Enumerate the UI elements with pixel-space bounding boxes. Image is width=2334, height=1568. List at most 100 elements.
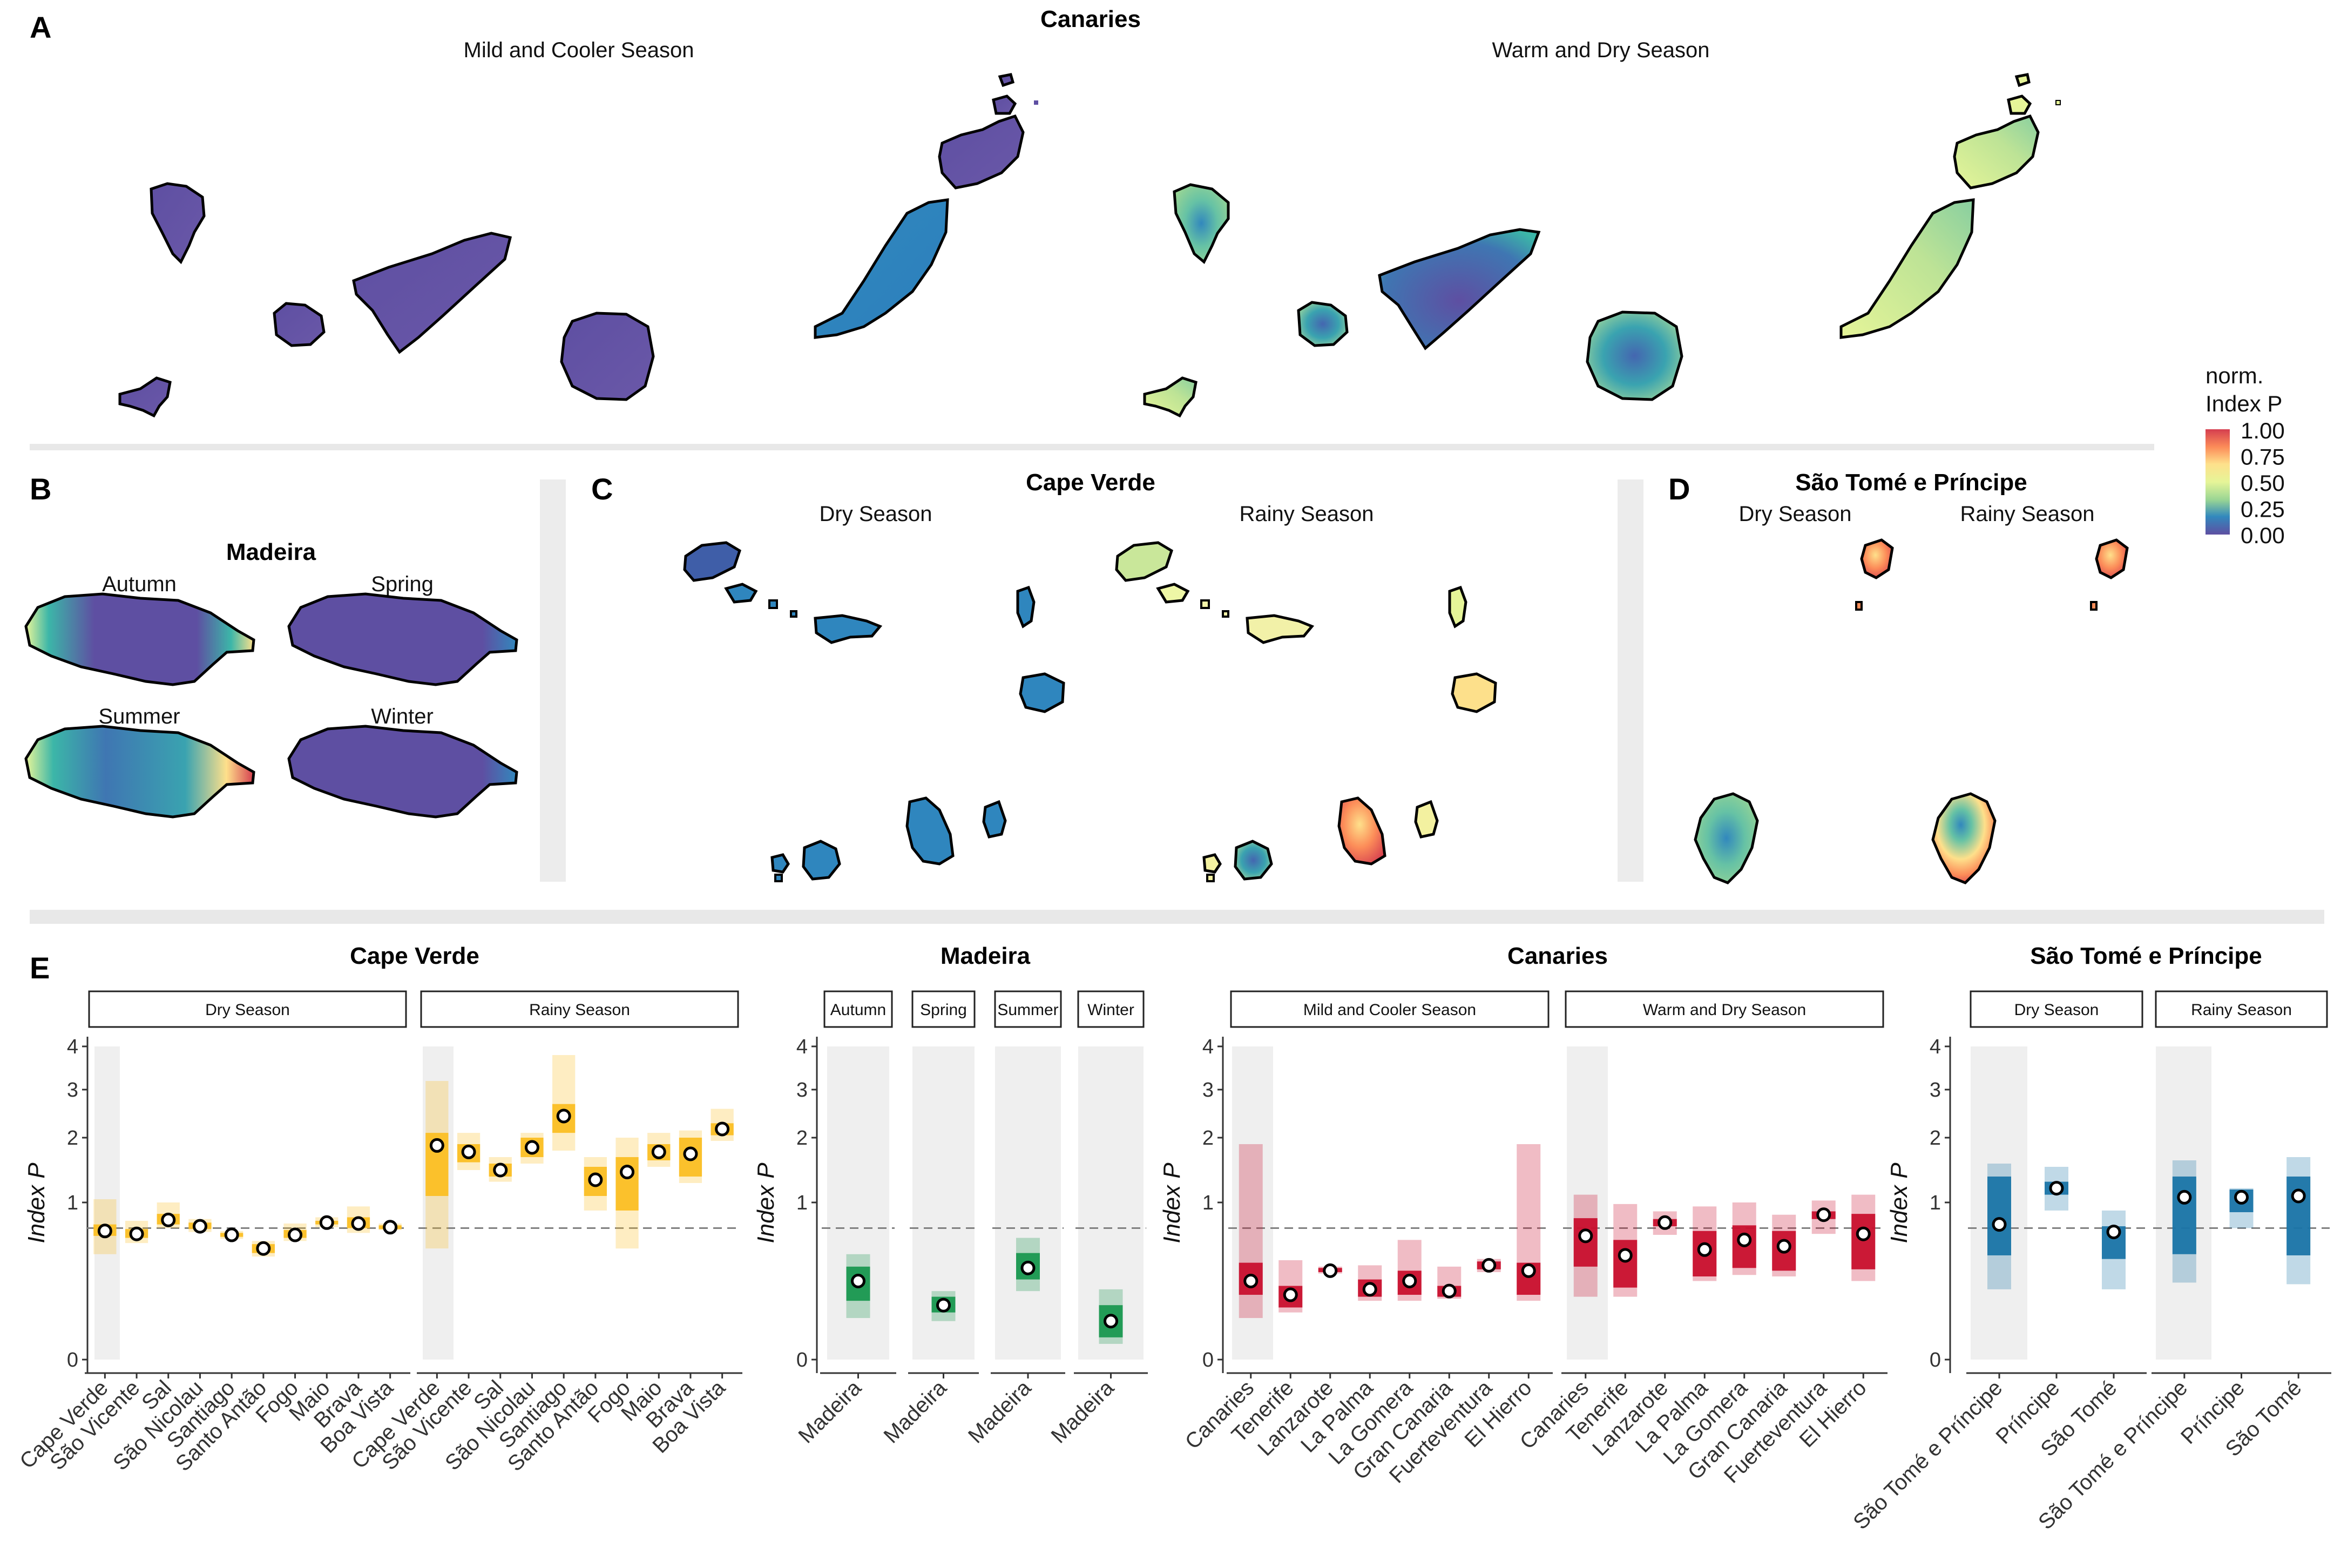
facet: Mild and Cooler SeasonCanariesTenerifeLa… <box>1181 990 1553 1488</box>
panel-label-e: E <box>30 951 50 985</box>
facet-strip-label: Rainy Season <box>529 1001 630 1019</box>
median-point <box>524 1140 539 1155</box>
median-point <box>351 1216 366 1231</box>
median-point <box>1481 1258 1497 1273</box>
facet-strip-label: Mild and Cooler Season <box>1303 1001 1476 1019</box>
legend-label: 0.50 <box>2241 470 2285 496</box>
x-tick-label: Madeira <box>1047 1376 1119 1448</box>
island-sao-vicente-rainy <box>1156 583 1190 604</box>
legend-label: 1.00 <box>2241 418 2285 443</box>
island-alegranza <box>998 73 1015 87</box>
islet-bom-bom-dry <box>1855 601 1863 611</box>
madeira-summer-label: Summer <box>98 705 180 728</box>
median-point <box>1737 1232 1752 1247</box>
island-tenerife-warm <box>1378 228 1541 350</box>
boxplot-madeira: Madeira Index P 0 1 2 3 4 Autumn Madeira Spring Ma… <box>753 943 1148 1448</box>
x-tick-label: Madeira <box>794 1376 867 1448</box>
island-santo-antao-rainy <box>1115 541 1174 582</box>
median-point <box>936 1297 951 1313</box>
facet-strip-label: Warm and Dry Season <box>1643 1001 1806 1019</box>
madeira-autumn-label: Autumn <box>102 572 177 596</box>
legend-label: 0.00 <box>2241 523 2285 548</box>
madeira-summer-map <box>24 725 255 819</box>
median-point <box>288 1227 303 1242</box>
median-point <box>1402 1274 1417 1288</box>
separator-bc <box>540 479 566 882</box>
cape-verde-dry-islands <box>683 541 1065 882</box>
facet-strip <box>1970 990 2143 1028</box>
panel-label-b: B <box>30 472 51 506</box>
median-point <box>1442 1283 1457 1299</box>
island-sal-rainy <box>1448 585 1467 628</box>
highlight-band <box>827 1046 889 1360</box>
chart-title: Cape Verde <box>350 943 479 969</box>
island-sao-nicolau-rainy <box>1246 614 1315 644</box>
panel-label-d: D <box>1668 472 1690 506</box>
stp-map-title: São Tomé e Príncipe <box>1795 469 2027 496</box>
median-point <box>2049 1181 2064 1196</box>
islet-raso <box>790 610 797 618</box>
iqr-box <box>2286 1177 2311 1255</box>
y-tick-label: 3 <box>67 1079 78 1101</box>
island-la-palma <box>150 182 206 265</box>
median-point <box>383 1220 398 1235</box>
islet-montana-clara <box>1034 100 1038 105</box>
y-tick-label: 1 <box>1930 1192 1941 1214</box>
median-point <box>1521 1263 1536 1278</box>
y-tick-label: 0 <box>1930 1349 1941 1371</box>
island-sao-tome-dry <box>1694 792 1759 884</box>
island-maio-rainy <box>1414 800 1439 839</box>
y-tick-label: 2 <box>1930 1127 1941 1150</box>
legend-label: 0.75 <box>2241 444 2285 470</box>
median-point <box>620 1165 635 1180</box>
median-point <box>1323 1263 1338 1278</box>
island-fogo <box>802 840 841 881</box>
legend-title-line2: Index P <box>2206 391 2282 416</box>
island-principe-rainy <box>2095 538 2129 579</box>
island-sao-vicente <box>724 583 758 604</box>
y-tick-label: 1 <box>796 1192 808 1214</box>
facet: Autumn Madeira <box>794 990 896 1448</box>
median-point <box>1697 1242 1712 1257</box>
islet-rombo <box>774 874 783 882</box>
highlight-band <box>94 1046 120 1360</box>
median-point <box>1992 1217 2007 1232</box>
canaries-map-title: Canaries <box>1040 6 1141 32</box>
panel-label-c: C <box>591 472 613 506</box>
median-point <box>1856 1226 1871 1241</box>
y-tick-label: 4 <box>67 1036 78 1058</box>
facet: Summer Madeira <box>964 990 1065 1448</box>
facet: Winter Madeira <box>1047 990 1148 1448</box>
island-la-gomera-warm <box>1297 301 1349 347</box>
boxplot-stp: São Tomé e Príncipe Index P 0 1 2 3 4 Dry Seaso… <box>1849 943 2331 1534</box>
median-point <box>256 1241 271 1256</box>
y-axis-label: Index P <box>23 1163 50 1243</box>
x-tick-label: Madeira <box>964 1376 1036 1448</box>
facet-strip <box>1077 990 1145 1028</box>
island-la-palma-warm <box>1173 183 1230 264</box>
facet-strip <box>88 990 407 1028</box>
highlight-band <box>1232 1046 1273 1360</box>
cape-verde-rainy-label: Rainy Season <box>1239 502 1374 526</box>
islet-rombo-rainy <box>1206 874 1215 882</box>
y-tick-label: 2 <box>796 1127 808 1150</box>
panel-label-a: A <box>30 10 51 44</box>
y-tick-label: 1 <box>1202 1192 1214 1214</box>
y-tick-label: 2 <box>67 1127 78 1150</box>
box-2: Sal <box>469 1157 512 1415</box>
panel-b: B Madeira Autumn Spring Summer Winter <box>24 472 518 819</box>
median-point <box>651 1144 666 1159</box>
median-point <box>224 1227 239 1242</box>
canaries-warm-islands <box>1143 73 2061 418</box>
iqr-box <box>1987 1177 2011 1255</box>
median-point <box>161 1212 176 1227</box>
y-tick-label: 0 <box>796 1349 808 1371</box>
median-point <box>683 1146 698 1161</box>
median-point <box>715 1121 730 1137</box>
island-el-hierro <box>118 376 172 418</box>
island-santa-luzia <box>768 599 778 609</box>
madeira-winter-label: Winter <box>371 705 434 728</box>
islet-montana-clara-warm <box>2055 100 2061 105</box>
y-axis-label: Index P <box>1886 1163 1912 1243</box>
